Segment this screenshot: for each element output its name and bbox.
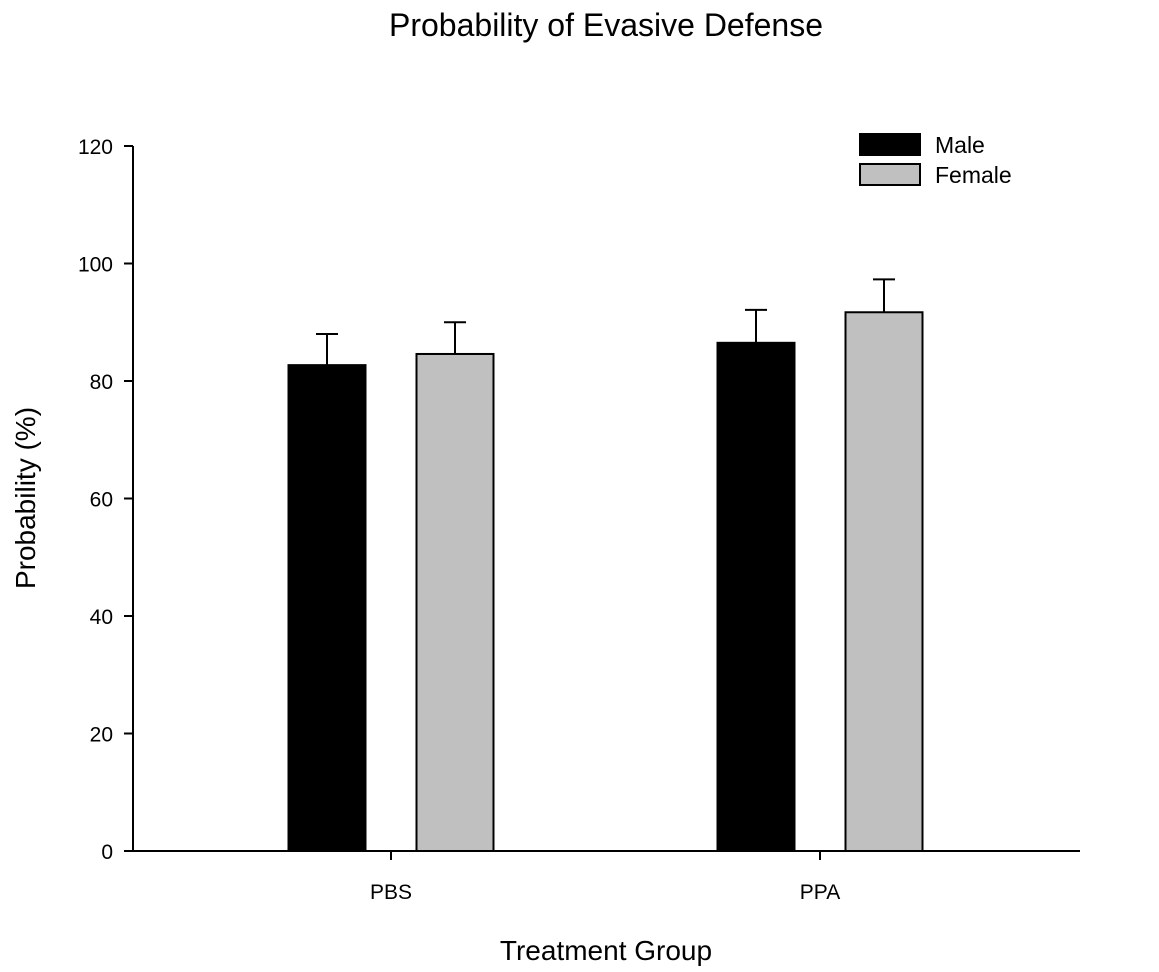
bar-female-pbs [415, 352, 495, 852]
x-tick-label-ppa: PPA [800, 881, 840, 904]
legend: Male Female [859, 132, 1012, 188]
y-tick-label: 60 [90, 489, 113, 512]
y-axis-label: Probability (%) [10, 407, 41, 589]
x-tick-label-pbs: PBS [370, 881, 412, 904]
legend-label-male: Male [935, 132, 985, 158]
x-axis-ticks: PBS PPA [370, 851, 840, 904]
chart-title: Probability of Evasive Defense [389, 7, 823, 43]
bar-male-ppa [716, 341, 796, 852]
bar-female-ppa [844, 311, 924, 852]
bar-male-pbs [287, 364, 367, 852]
y-tick-label: 80 [90, 371, 113, 394]
y-tick-label: 20 [90, 724, 113, 747]
bars-group [287, 311, 924, 852]
y-tick-label: 0 [101, 841, 113, 864]
y-tick-label: 100 [78, 254, 113, 277]
legend-swatch-female [859, 163, 921, 186]
y-axis-ticks: 0 20 40 60 80 100 120 [78, 136, 133, 864]
legend-label-female: Female [935, 162, 1012, 188]
error-bars-group [316, 278, 895, 366]
y-tick-label: 40 [90, 606, 113, 629]
y-tick-label: 120 [78, 136, 113, 159]
x-axis-label: Treatment Group [500, 935, 712, 966]
legend-swatch-male [859, 133, 921, 156]
